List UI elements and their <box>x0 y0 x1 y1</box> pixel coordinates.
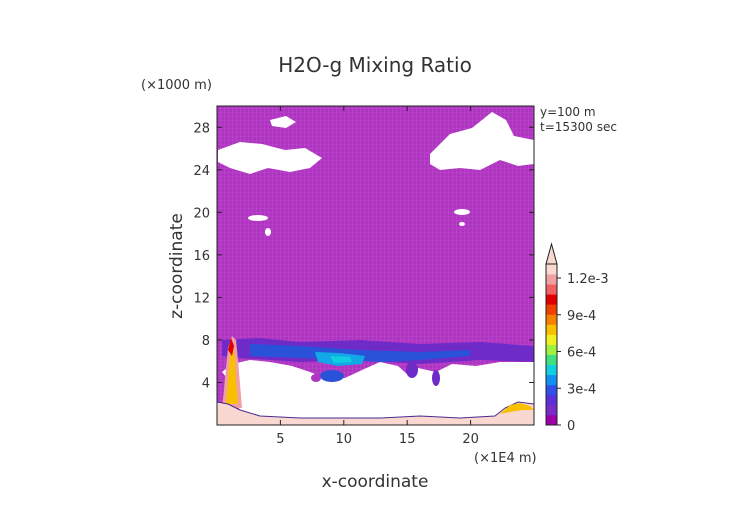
moist-blob-4 <box>311 374 321 382</box>
moist-band-teal <box>330 356 352 363</box>
moist-blob-1 <box>320 370 344 382</box>
y-tick-label: 20 <box>193 206 210 221</box>
moist-band-blue <box>250 344 470 362</box>
surface-layer-edge <box>216 401 535 419</box>
x-tick-label: 20 <box>462 432 479 447</box>
dry-region <box>222 360 534 420</box>
colorbar-swatch <box>546 324 557 335</box>
y-tick-label: 4 <box>202 376 210 391</box>
plot-frame <box>216 105 535 426</box>
colorbar-swatch <box>546 384 557 396</box>
convective-plume-core <box>226 346 238 404</box>
colorbar-swatch <box>546 294 557 305</box>
x-unit-label: (×1E4 m) <box>474 451 537 466</box>
colorbar-swatch <box>546 334 557 345</box>
x-tick-label: 10 <box>336 432 353 447</box>
plot-area <box>216 105 535 426</box>
colorbar-swatch <box>546 404 557 416</box>
chart-title: H2O-g Mixing Ratio <box>278 53 472 77</box>
x-axis-label: x-coordinate <box>322 472 429 492</box>
y-tick-label: 8 <box>202 334 210 349</box>
moist-blob-2 <box>406 362 418 378</box>
colorbar-tick-label: 9e-4 <box>567 309 596 324</box>
colorbar-swatch <box>546 304 557 315</box>
colorbar-swatch <box>546 284 557 295</box>
x-tick-label: 5 <box>276 432 284 447</box>
annotation-time: t=15300 sec <box>540 120 617 134</box>
convective-plume-tip <box>228 338 234 356</box>
colorbar-tick-label: 3e-4 <box>567 382 596 397</box>
y-unit-label: (×1000 m) <box>141 78 212 93</box>
y-axis-ticks: 4 8 12 16 20 24 28 <box>193 121 534 391</box>
colorbar-swatch <box>546 364 557 376</box>
y-axis-label: z-coordinate <box>167 213 187 319</box>
upper-dry-patches <box>218 112 534 236</box>
colorbar-swatch <box>546 314 557 325</box>
colorbar-swatch <box>546 264 557 275</box>
colorbar-swatch <box>546 374 557 386</box>
colorbar-tick-label: 1.2e-3 <box>567 272 609 287</box>
y-tick-label: 16 <box>193 249 210 264</box>
colorbar-swatch <box>546 274 557 285</box>
moist-blob-3 <box>432 370 440 386</box>
colorbar-swatch <box>546 414 557 426</box>
y-tick-label: 24 <box>193 164 210 179</box>
surface-moist-layer <box>217 402 534 425</box>
right-surface-bump <box>500 403 534 414</box>
x-axis-ticks: 5 10 15 20 <box>276 106 479 447</box>
x-tick-label: 15 <box>399 432 416 447</box>
colorbar-swatch <box>546 344 557 355</box>
y-tick-label: 28 <box>193 121 210 136</box>
colorbar-tick-label: 6e-4 <box>567 346 596 361</box>
annotation-y-position: y=100 m <box>540 105 596 119</box>
colorbar-swatch <box>546 354 557 366</box>
y-tick-label: 12 <box>193 291 210 306</box>
colorbar-swatch <box>546 394 557 406</box>
colorbar: 0 3e-4 6e-4 9e-4 1.2e-3 <box>545 242 609 434</box>
colorbar-extend-arrow <box>545 242 558 265</box>
colorbar-tick-label: 0 <box>567 419 575 434</box>
